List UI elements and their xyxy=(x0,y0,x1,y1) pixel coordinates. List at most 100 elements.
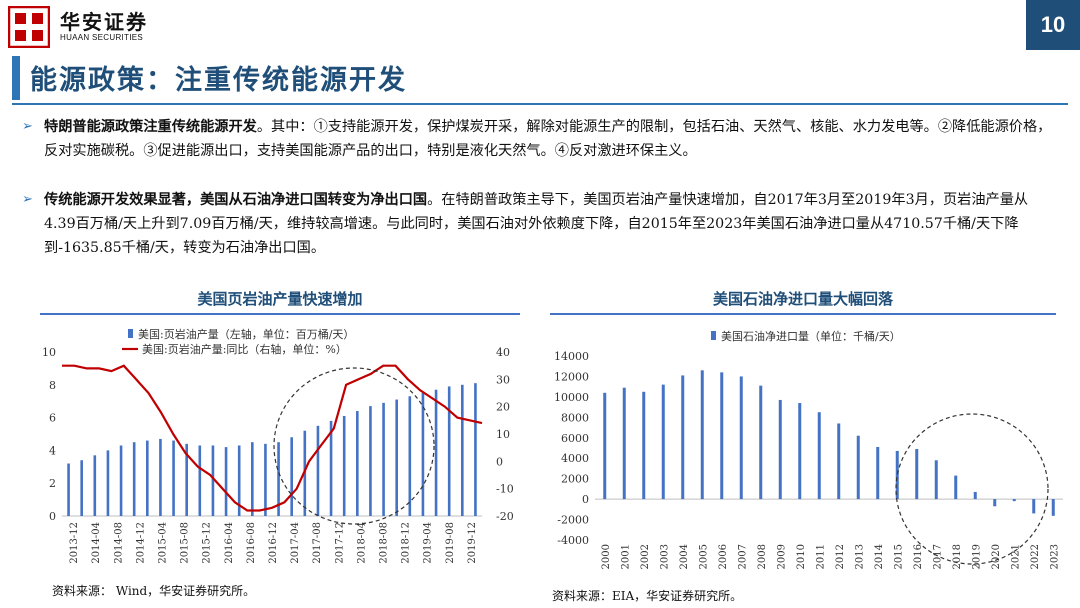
y-tick-label: 10000 xyxy=(554,391,589,404)
bar-shale-output xyxy=(146,440,149,516)
title-accent-bar xyxy=(12,56,20,100)
bullet-1-heading: 特朗普能源政策注重传统能源开发 xyxy=(44,119,257,135)
x-tick-label: 2015-08 xyxy=(180,522,191,564)
bar-shale-output xyxy=(316,425,320,516)
bar-shale-output xyxy=(329,420,333,516)
bar-shale-output xyxy=(251,442,254,516)
bar-net-import xyxy=(817,412,821,500)
brand-name-cn: 华安证券 xyxy=(60,10,148,34)
bar-shale-output xyxy=(474,383,477,516)
bar-net-import xyxy=(1012,499,1016,502)
x-tick-label: 2017-04 xyxy=(290,522,301,564)
line-shale-yoy xyxy=(62,364,483,512)
y-tick-label: -4000 xyxy=(557,534,589,547)
bar-net-import xyxy=(837,423,841,500)
y-tick-label: 6000 xyxy=(561,432,589,445)
bar-net-import xyxy=(720,372,724,500)
x-tick-label: 2017 xyxy=(932,544,943,569)
x-tick-label: 2023 xyxy=(1049,544,1060,569)
x-tick-label: 2016-12 xyxy=(268,522,279,564)
highlight-circle xyxy=(273,367,435,525)
y-tick-label: 0 xyxy=(582,493,589,506)
y-tick-label: 8000 xyxy=(561,411,589,424)
bar-net-import xyxy=(759,385,763,500)
x-tick-label: 2019-04 xyxy=(423,522,434,564)
chart-2-source: 资料来源：EIA，华安证券研究所。 xyxy=(552,589,743,603)
x-tick-label: 2000 xyxy=(601,544,612,569)
bar-net-import xyxy=(778,399,782,500)
x-tick-label: 2016-04 xyxy=(224,522,235,564)
x-tick-label: 2003 xyxy=(659,544,670,569)
bar-net-import xyxy=(1051,499,1055,516)
x-tick-label: 2021 xyxy=(1010,544,1021,569)
y-right-tick-label: 20 xyxy=(496,401,510,414)
bullet-arrow-icon: ➢ xyxy=(22,119,33,134)
bar-shale-output xyxy=(421,393,425,516)
bar-shale-output xyxy=(106,450,110,516)
x-tick-label: 2014-04 xyxy=(91,522,102,564)
page-number: 10 xyxy=(1026,0,1080,50)
chart-2-title: 美国石油净进口量大幅回落 xyxy=(712,290,893,308)
bar-shale-output xyxy=(185,443,188,516)
bar-shale-output xyxy=(67,463,70,516)
bar-net-import xyxy=(895,450,899,500)
bar-net-import xyxy=(856,435,860,500)
legend-bar-swatch xyxy=(128,329,133,338)
bar-shale-output xyxy=(119,445,123,516)
legend-bar-swatch xyxy=(711,331,716,340)
x-tick-label: 2019 xyxy=(971,544,982,569)
x-tick-label: 2004 xyxy=(679,544,690,569)
bar-net-import xyxy=(915,449,919,500)
x-tick-label: 2008 xyxy=(757,544,768,569)
x-tick-label: 2014-08 xyxy=(113,522,124,564)
y-left-tick-label: 2 xyxy=(49,477,56,490)
bar-shale-output xyxy=(395,399,398,516)
bar-shale-output xyxy=(290,437,293,516)
x-tick-label: 2022 xyxy=(1030,544,1041,569)
bullet-2-text: 。在特朗普政策主导下，美国页岩油产量快速增加，自2017年3月至2019年3月，… xyxy=(44,192,1029,256)
x-tick-label: 2019-12 xyxy=(467,522,478,564)
bar-shale-output xyxy=(408,396,412,516)
bar-shale-output xyxy=(93,455,97,516)
x-tick-label: 2014 xyxy=(874,544,885,569)
bar-net-import xyxy=(954,475,958,500)
chart-2-divider xyxy=(550,313,1056,315)
x-tick-label: 2010 xyxy=(796,544,807,569)
bar-shale-output xyxy=(224,447,228,516)
x-tick-label: 2001 xyxy=(620,544,631,569)
x-tick-label: 2013-12 xyxy=(69,522,80,564)
bar-net-import xyxy=(798,403,802,500)
bar-shale-output xyxy=(172,440,175,516)
y-tick-label: -2000 xyxy=(557,514,589,527)
x-tick-label: 2012 xyxy=(835,544,846,569)
bar-shale-output xyxy=(237,445,241,516)
y-right-tick-label: 40 xyxy=(496,346,510,359)
x-tick-label: 2018-04 xyxy=(356,522,367,564)
x-tick-label: 2017-12 xyxy=(334,522,345,564)
x-tick-label: 2018-12 xyxy=(401,522,412,564)
bar-shale-output xyxy=(159,438,162,516)
title-divider xyxy=(12,103,1068,105)
bar-net-import xyxy=(739,376,743,500)
x-tick-label: 2018-08 xyxy=(379,522,390,564)
x-tick-label: 2016-08 xyxy=(246,522,257,564)
bullet-point-2: ➢ 传统能源开发效果显著，美国从石油净进口国转变为净出口国。在特朗普政策主导下，… xyxy=(22,188,1052,260)
legend-line-label: 美国:页岩油产量:同比（右轴，单位：%） xyxy=(142,342,347,356)
y-right-tick-label: 10 xyxy=(496,428,510,441)
bullet-arrow-icon: ➢ xyxy=(22,192,33,207)
x-tick-label: 2006 xyxy=(718,544,729,569)
bar-shale-output xyxy=(382,402,385,516)
bar-shale-output xyxy=(434,389,438,516)
x-tick-label: 2007 xyxy=(737,544,748,569)
x-tick-label: 2019-08 xyxy=(445,522,456,564)
bar-shale-output xyxy=(132,442,136,516)
bar-shale-output xyxy=(198,445,202,516)
y-tick-label: 4000 xyxy=(561,452,589,465)
bar-net-import xyxy=(642,391,646,500)
bar-shale-output xyxy=(369,406,372,516)
y-tick-label: 2000 xyxy=(561,473,589,486)
bullet-1-text: 。其中：①支持能源开发，保护煤炭开采，解除对能源生产的限制，包括石油、天然气、核… xyxy=(44,119,1052,159)
bullet-point-1: ➢ 特朗普能源政策注重传统能源开发。其中：①支持能源开发，保护煤炭开采，解除对能… xyxy=(22,115,1052,163)
legend-bar-label: 美国:页岩油产量（左轴，单位：百万桶/天） xyxy=(138,327,354,341)
bar-net-import xyxy=(876,446,880,500)
